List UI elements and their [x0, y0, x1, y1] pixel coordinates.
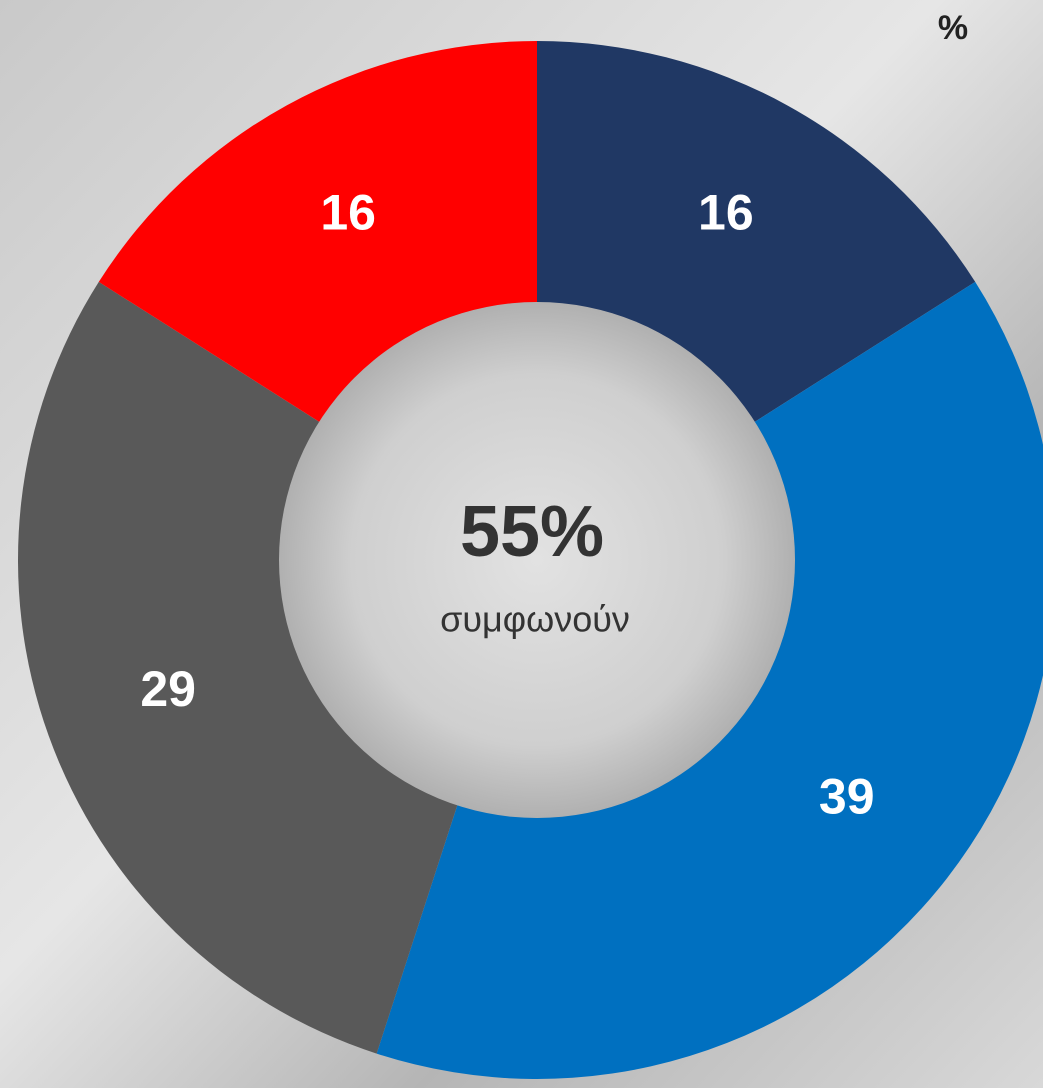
center-label: 55%	[460, 492, 604, 572]
donut-hole	[279, 302, 795, 818]
data-label: 29	[140, 661, 196, 717]
data-label: 16	[320, 185, 376, 241]
data-label: 16	[698, 185, 754, 241]
unit-label: %	[938, 9, 968, 47]
donut-segment	[17, 281, 538, 1054]
center-sublabel: συμφωνούν	[440, 599, 630, 640]
data-label: 39	[819, 768, 875, 824]
